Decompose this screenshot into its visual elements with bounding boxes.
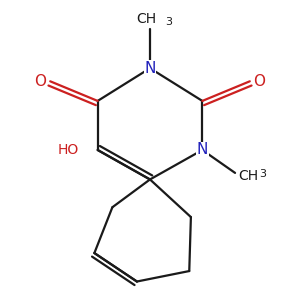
Text: 3: 3 bbox=[165, 17, 172, 27]
Text: CH: CH bbox=[238, 169, 259, 183]
Text: 3: 3 bbox=[260, 169, 267, 179]
Text: N: N bbox=[144, 61, 156, 76]
Text: O: O bbox=[254, 74, 266, 89]
Text: N: N bbox=[197, 142, 208, 158]
Text: CH: CH bbox=[137, 12, 157, 26]
Text: O: O bbox=[34, 74, 46, 89]
Text: HO: HO bbox=[58, 143, 79, 157]
